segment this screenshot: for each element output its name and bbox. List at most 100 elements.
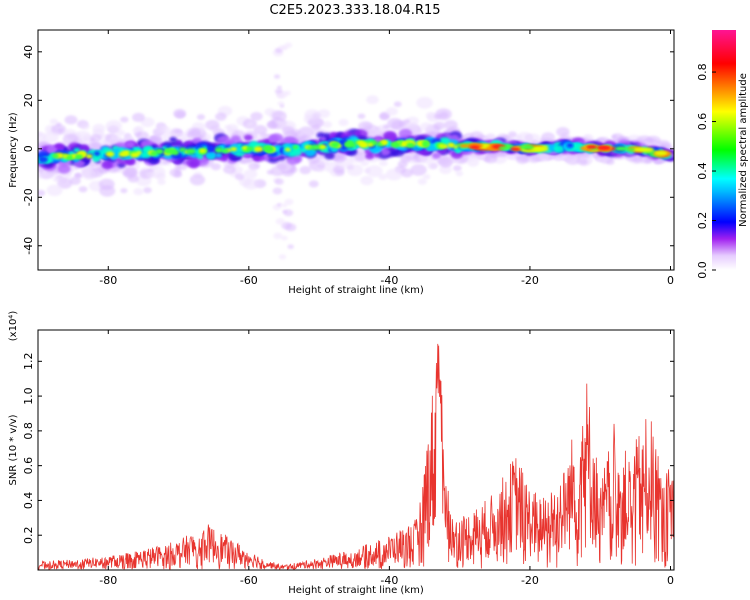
spectrogram-cell	[443, 120, 458, 130]
spectrogram-cell	[597, 145, 611, 151]
spectrogram-cell	[46, 184, 63, 197]
spectrogram-cell	[318, 162, 325, 167]
spectrogram-cell	[105, 151, 115, 157]
spectrogram-cell	[419, 152, 435, 164]
spectrogram-cell	[275, 218, 285, 225]
spectrogram-cell	[173, 171, 183, 178]
spectrogram-cell	[439, 165, 452, 175]
spectrogram-cell	[186, 157, 200, 168]
spectrogram-cell	[230, 146, 238, 152]
spectrogram-cell	[124, 134, 133, 140]
spectrogram-cell	[42, 131, 59, 143]
spectrogram-cell	[556, 127, 570, 137]
colorbar-gradient	[712, 30, 736, 270]
spectrogram-cell	[273, 232, 283, 240]
spectrogram-cell	[73, 147, 81, 153]
colorbar-tick-label: 0.8	[696, 63, 709, 81]
spectrogram-cell	[206, 146, 215, 153]
snr-frame	[37, 329, 675, 571]
spectrogram-cell	[410, 164, 427, 176]
snr-panel: -80 -60 -40 -20 0 0.2 0.4 0.6 0.8 1.0 1.2 Height o…	[8, 311, 675, 596]
spectrogram-cell	[243, 169, 258, 180]
spectrogram-cell	[304, 109, 320, 121]
x-tick-label: -80	[99, 274, 117, 287]
colorbar: 0.0 0.2 0.4 0.6 0.8 Normalized spectral ampl…	[696, 30, 749, 279]
spectrogram-cell	[357, 113, 366, 119]
spectrogram-cell	[101, 160, 113, 170]
spectrogram-cell	[579, 158, 588, 165]
y-tick-label: 0.6	[22, 457, 35, 475]
spectrogram-cell	[417, 178, 427, 185]
spectrogram-cell	[373, 152, 381, 158]
spectrogram-cell	[171, 150, 179, 156]
spectrogram-cell	[654, 150, 668, 156]
spectrogram-cell	[284, 90, 292, 96]
spectrogram-cell	[332, 155, 341, 162]
spectrogram-cell	[174, 110, 186, 119]
spectrogram-cell	[130, 152, 139, 158]
spectrogram-cell	[284, 147, 291, 152]
spectrogram-cell	[276, 202, 282, 207]
spectrogram-cell	[316, 166, 325, 173]
spectrogram-cell	[276, 85, 282, 90]
spectrogram-cell	[585, 145, 598, 149]
spectrogram-cell	[38, 189, 46, 197]
spectrogram-cell	[74, 154, 83, 160]
x-tick-label: 0	[667, 274, 674, 287]
spectrogram-cell	[57, 164, 71, 174]
spectrogram-cell	[253, 125, 268, 135]
spectrogram-cell	[145, 171, 156, 178]
spectrogram-cell	[320, 136, 327, 142]
spectrogram-cell	[246, 121, 253, 127]
spectrogram-cell	[249, 140, 259, 148]
spectrogram-cell	[566, 142, 574, 148]
spectrogram-cell	[216, 137, 226, 143]
spectrogram-cell	[215, 152, 223, 158]
spectrogram-cell	[210, 163, 221, 171]
spectrogram-cell	[322, 121, 333, 128]
spectrogram-cell	[366, 95, 379, 105]
spectrogram-cell	[308, 180, 319, 188]
spectrogram-cell	[611, 134, 618, 139]
spectrogram-cell	[354, 152, 368, 162]
spectrogram-cell	[519, 144, 535, 150]
spectrogram-cell	[285, 223, 297, 232]
spectrogram-cell	[391, 142, 401, 148]
colorbar-tick-label: 0.4	[696, 162, 709, 180]
spectrogram-cell	[366, 165, 383, 178]
spectrogram-cell	[282, 45, 288, 50]
spectrogram-cell	[378, 173, 388, 181]
spectrogram-cell	[278, 254, 287, 260]
spectrogram-cell	[614, 146, 629, 151]
y-tick-label: 0.4	[22, 492, 35, 510]
spectrogram-cell	[380, 140, 388, 145]
spectrogram-cell	[286, 154, 301, 165]
figure-title: C2E5.2023.333.18.04.R15	[269, 3, 440, 18]
spectrogram-cell	[199, 148, 207, 153]
spectrogram-cell	[358, 121, 373, 132]
spectrogram-cell	[55, 176, 66, 184]
spectrogram-cell	[214, 147, 224, 153]
spectrogram-cell	[276, 92, 285, 99]
spectrogram-cell	[223, 165, 236, 174]
spectrogram-cell	[57, 128, 64, 133]
spectrogram-cell	[398, 128, 413, 139]
colorbar-tick-label: 0.0	[696, 261, 709, 279]
spectrogram-cell	[387, 117, 403, 130]
x-tick-label: -20	[521, 274, 539, 287]
spectrogram-cell	[287, 244, 294, 250]
spectrogram-cell	[93, 151, 101, 156]
spectrogram-cell	[85, 154, 93, 159]
spectrogram-cell	[38, 156, 48, 163]
spectrogram-cell	[90, 134, 102, 143]
spectrogram-cell	[452, 165, 462, 172]
spectrogram-cell	[422, 174, 431, 180]
spectrogram-cell	[516, 154, 529, 165]
x-tick-label: -20	[521, 574, 539, 587]
spectrogram-cell	[439, 111, 449, 119]
spectrogram-cell	[250, 111, 263, 121]
spectrogram-cell	[266, 121, 277, 129]
spectrogram-cell	[469, 145, 481, 150]
spectrogram-cell	[150, 164, 158, 170]
spectrogram-cell	[264, 146, 272, 151]
